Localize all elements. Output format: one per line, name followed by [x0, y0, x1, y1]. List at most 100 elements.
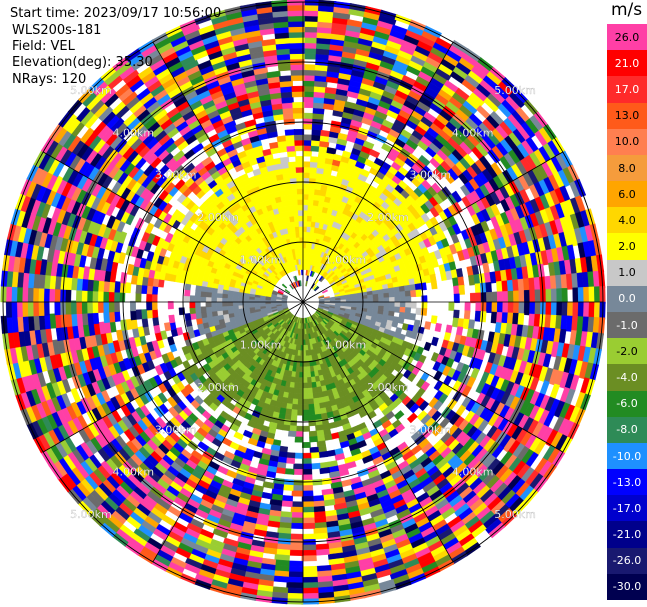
ppi-cell	[302, 37, 319, 44]
ppi-cell	[151, 293, 158, 303]
ppi-cell	[507, 301, 514, 315]
ppi-cell	[583, 301, 590, 319]
ppi-cell	[523, 289, 531, 304]
ppi-cell	[113, 290, 120, 303]
ppi-cell	[517, 313, 525, 327]
ppi-cell	[189, 295, 196, 303]
ppi-cell	[314, 286, 320, 292]
ppi-cell	[409, 313, 417, 321]
ppi-cell	[290, 517, 304, 524]
ppi-cell	[302, 31, 319, 39]
ppi-cell	[529, 301, 536, 316]
ppi-cell	[285, 587, 304, 594]
ppi-cell	[391, 320, 399, 328]
ppi-cell	[11, 300, 18, 318]
ppi-cell	[302, 69, 317, 76]
ppi-cell	[302, 166, 312, 173]
ppi-cell	[108, 300, 115, 313]
ppi-cell	[135, 292, 142, 303]
ppi-cell	[290, 512, 304, 519]
ppi-cell	[288, 544, 304, 551]
ppi-cell	[129, 300, 137, 312]
ppi-cell	[103, 310, 110, 324]
ppi-cell	[301, 571, 318, 578]
ppi-cell	[393, 306, 401, 313]
ppi-cell	[302, 42, 319, 49]
ppi-cell	[593, 286, 601, 304]
ppi-cell	[302, 96, 316, 103]
ppi-cell	[301, 441, 311, 449]
ppi-cell	[48, 287, 56, 303]
ppi-cell	[308, 430, 318, 438]
ppi-cell	[434, 322, 442, 333]
ppi-cell	[301, 506, 315, 513]
ppi-cell	[302, 74, 317, 82]
ppi-cell	[301, 565, 318, 573]
ppi-cell	[302, 139, 313, 146]
ppi-cell	[424, 321, 432, 330]
ppi-cell	[290, 501, 304, 508]
ppi-cell	[119, 281, 127, 293]
ppi-cell	[81, 300, 88, 314]
ppi-cell	[448, 301, 455, 311]
ppi-cell	[54, 287, 61, 303]
ppi-cell	[513, 290, 520, 304]
ppi-cell	[588, 286, 595, 304]
ppi-cell	[302, 53, 318, 60]
ppi-cell	[302, 458, 312, 465]
ppi-cell	[475, 292, 482, 304]
ppi-cell	[368, 148, 381, 159]
ppi-cell	[302, 145, 313, 152]
ppi-cell	[310, 462, 321, 470]
ppi-cell	[362, 140, 375, 150]
ppi-cell	[38, 300, 45, 317]
ppi-cell	[302, 414, 310, 422]
ppi-cell	[151, 301, 158, 311]
ppi-cell	[280, 500, 293, 508]
ppi-cell	[507, 290, 514, 304]
ppi-cell	[233, 431, 244, 441]
ppi-cell	[415, 307, 422, 316]
ppi-cell	[184, 313, 192, 321]
ppi-cell	[302, 80, 316, 87]
ppi-cell	[410, 289, 417, 298]
ppi-cell	[309, 436, 318, 443]
ppi-cell	[302, 10, 321, 17]
ppi-cell	[27, 285, 34, 303]
ppi-cell	[572, 287, 579, 304]
ppi-cell	[312, 284, 317, 290]
ppi-cell	[301, 474, 313, 481]
ppi-cell	[479, 311, 487, 323]
ppi-cell	[308, 414, 316, 421]
ppi-cell	[474, 283, 482, 295]
ppi-cell	[292, 468, 304, 476]
ppi-cell	[302, 112, 315, 119]
ppi-cell	[430, 315, 438, 325]
ppi-cell	[271, 575, 289, 583]
ppi-cell	[92, 300, 99, 314]
ppi-cell	[294, 436, 304, 443]
ppi-cell	[312, 118, 324, 126]
ppi-cell	[81, 289, 88, 303]
ppi-cell	[86, 289, 93, 303]
ppi-cell	[404, 312, 411, 320]
ppi-cell	[301, 490, 314, 497]
ppi-cell	[583, 286, 590, 304]
ppi-cell	[286, 576, 304, 584]
ppi-cell	[430, 280, 438, 290]
ppi-cell	[479, 282, 487, 294]
ppi-cell	[534, 301, 541, 316]
ppi-cell	[572, 301, 579, 319]
ppi-cell	[113, 310, 121, 323]
ppi-cell	[534, 289, 541, 304]
ppi-cell	[286, 582, 304, 589]
ppi-cell	[458, 284, 466, 295]
ppi-cell	[314, 548, 330, 556]
ppi-cell	[151, 308, 159, 319]
ppi-cell	[480, 292, 487, 304]
ppi-cell	[321, 289, 328, 294]
ppi-cell	[43, 286, 50, 303]
ppi-cell	[65, 300, 72, 315]
ppi-cell	[588, 301, 595, 320]
